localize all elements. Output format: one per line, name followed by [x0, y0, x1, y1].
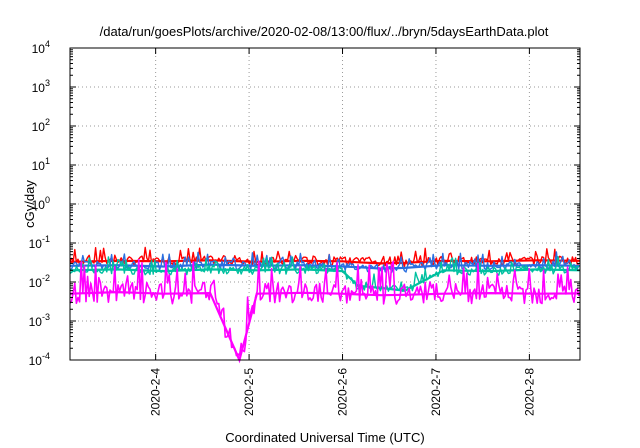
y-tick-exponent: -4: [42, 351, 50, 361]
x-tick-label: 2020-2-5: [242, 368, 256, 416]
x-tick-label: 2020-2-8: [522, 368, 536, 416]
chart-title: /data/run/goesPlots/archive/2020-02-08/1…: [100, 24, 549, 39]
y-tick-label: 103: [32, 78, 50, 95]
series-trend: [69, 263, 581, 270]
y-tick-label: 101: [32, 156, 50, 173]
x-tick-label: 2020-2-7: [429, 368, 443, 416]
series-line: [69, 258, 580, 357]
series-layer: [69, 246, 581, 364]
grid: [70, 48, 580, 360]
y-tick-label: 10-4: [29, 351, 50, 368]
y-tick-label: 102: [32, 117, 50, 134]
series-trend: [69, 290, 581, 364]
y-tick-exponent: 1: [45, 156, 50, 166]
y-tick-exponent: -1: [42, 234, 50, 244]
y-tick-label: 10-2: [29, 273, 50, 290]
y-tick-exponent: 3: [45, 78, 50, 88]
y-tick-exponent: 2: [45, 117, 50, 127]
y-tick-label: 104: [32, 39, 50, 56]
x-tick-label: 2020-2-4: [149, 368, 163, 416]
y-tick-exponent: 4: [45, 39, 50, 49]
x-axis-label: Coordinated Universal Time (UTC): [225, 430, 424, 445]
y-tick-label: 10-3: [29, 312, 50, 329]
y-tick-exponent: 0: [45, 195, 50, 205]
x-tick-label: 2020-2-6: [336, 368, 350, 416]
series-line: [69, 256, 580, 292]
y-axis-label: cGy/day: [22, 180, 37, 228]
series-trend: [69, 259, 581, 265]
series-trend: [69, 268, 581, 292]
y-tick-exponent: -2: [42, 273, 50, 283]
y-tick-exponent: -3: [42, 312, 50, 322]
y-tick-label: 10-1: [29, 234, 50, 251]
